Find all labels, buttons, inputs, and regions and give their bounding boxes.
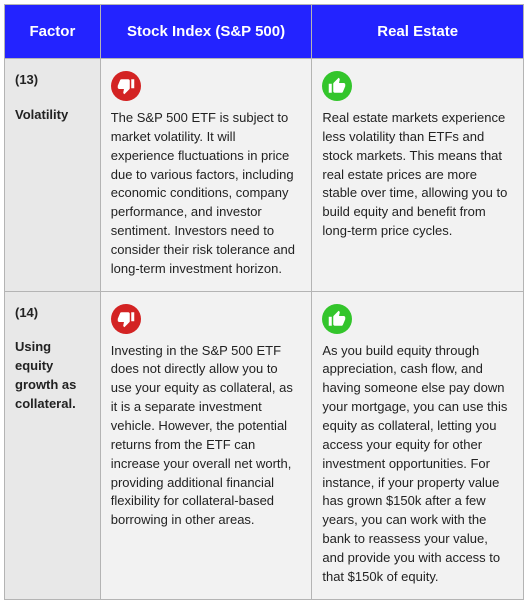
factor-label: Using equity growth as collateral. bbox=[15, 339, 76, 411]
header-row: Factor Stock Index (S&P 500) Real Estate bbox=[5, 5, 524, 59]
factor-number: (14) bbox=[15, 304, 90, 323]
realestate-cell: As you build equity through appreciation… bbox=[312, 291, 524, 599]
thumb-up-icon bbox=[322, 71, 513, 101]
stock-text: Investing in the S&P 500 ETF does not di… bbox=[111, 343, 293, 528]
col-header-realestate: Real Estate bbox=[312, 5, 524, 59]
thumb-down-icon bbox=[111, 304, 302, 334]
factor-label: Volatility bbox=[15, 107, 68, 122]
factor-cell: (13) Volatility bbox=[5, 59, 101, 292]
stock-cell: The S&P 500 ETF is subject to market vol… bbox=[100, 59, 312, 292]
realestate-text: As you build equity through appreciation… bbox=[322, 343, 507, 584]
table-row: (14) Using equity growth as collateral. … bbox=[5, 291, 524, 599]
factor-cell: (14) Using equity growth as collateral. bbox=[5, 291, 101, 599]
table-row: (13) Volatility The S&P 500 ETF is subje… bbox=[5, 59, 524, 292]
thumb-up-icon bbox=[322, 304, 513, 334]
col-header-stock: Stock Index (S&P 500) bbox=[100, 5, 312, 59]
col-header-factor: Factor bbox=[5, 5, 101, 59]
stock-text: The S&P 500 ETF is subject to market vol… bbox=[111, 110, 295, 276]
stock-cell: Investing in the S&P 500 ETF does not di… bbox=[100, 291, 312, 599]
factor-number: (13) bbox=[15, 71, 90, 90]
realestate-cell: Real estate markets experience less vola… bbox=[312, 59, 524, 292]
comparison-table: Factor Stock Index (S&P 500) Real Estate… bbox=[4, 4, 524, 600]
realestate-text: Real estate markets experience less vola… bbox=[322, 110, 507, 238]
thumb-down-icon bbox=[111, 71, 302, 101]
